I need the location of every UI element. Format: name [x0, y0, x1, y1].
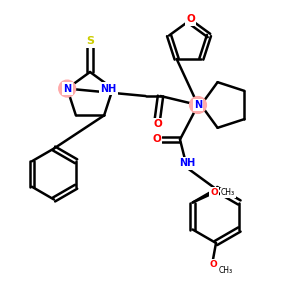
- Text: O: O: [152, 134, 161, 145]
- Text: CH₃: CH₃: [219, 266, 233, 275]
- Text: N: N: [194, 100, 202, 110]
- Text: NH: NH: [179, 158, 196, 169]
- Text: O: O: [210, 188, 218, 197]
- Text: O: O: [209, 260, 217, 269]
- Text: N: N: [63, 84, 71, 94]
- Text: CH₃: CH₃: [221, 188, 235, 197]
- Text: S: S: [86, 36, 94, 46]
- Text: O: O: [186, 14, 195, 25]
- Circle shape: [190, 97, 206, 113]
- Text: O: O: [153, 119, 162, 129]
- Text: NH: NH: [100, 84, 116, 94]
- Circle shape: [59, 80, 76, 97]
